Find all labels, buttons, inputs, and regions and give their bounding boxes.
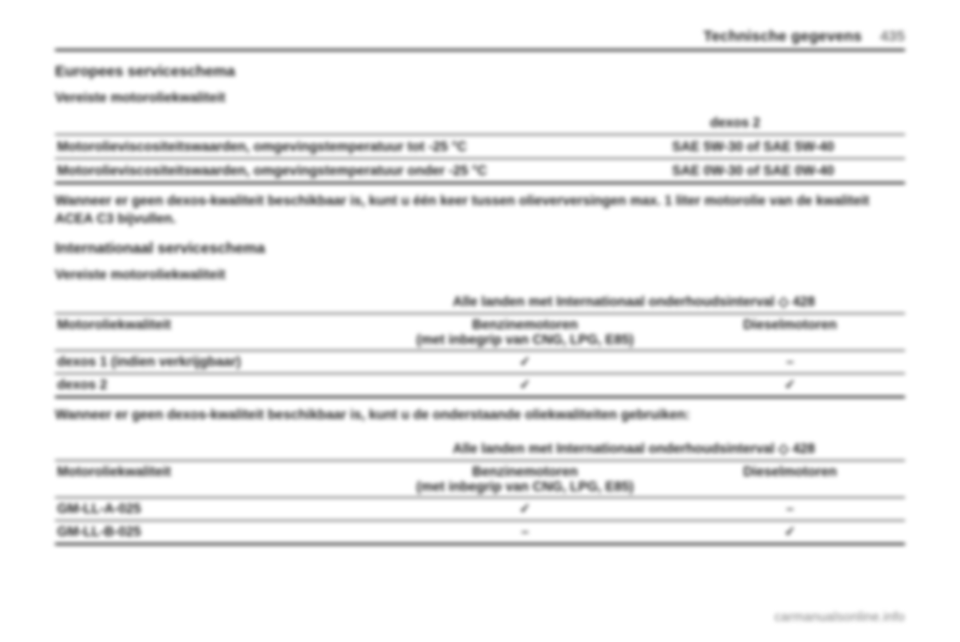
viscosity-label: Motorolieviscositeitswaarden, omgevingst… xyxy=(55,135,670,159)
section-heading-europees: Europees serviceschema xyxy=(55,63,905,80)
col-header-benzine-line1: Benzinemotoren xyxy=(377,464,673,479)
viscosity-table: dexos 2 Motorolieviscositeitswaarden, om… xyxy=(55,111,905,184)
ref-page: 428 xyxy=(792,294,815,309)
header-title: Technische gegevens xyxy=(703,28,862,45)
col-header-benzine-line2: (met inbegrip van CNG, LPG, E85) xyxy=(377,332,673,347)
viscosity-value: SAE 0W-30 of SAE 0W-40 xyxy=(670,159,905,184)
table-row: Motoroliekwaliteit Benzinemotoren (met i… xyxy=(55,314,905,351)
table-row: dexos 1 (indien verkrijgbaar) ✓ – xyxy=(55,351,905,374)
cell-quality: dexos 2 xyxy=(55,374,375,398)
page-ref: ◇ 428 xyxy=(778,441,815,456)
col-header-benzine-line1: Benzinemotoren xyxy=(377,317,673,332)
arrow-icon: ◇ xyxy=(778,441,788,457)
note-text-1: Wanneer er geen dexos-kwaliteit beschikb… xyxy=(55,192,905,228)
arrow-icon: ◇ xyxy=(778,294,788,310)
table-row: GM-LL-B-025 – ✓ xyxy=(55,520,905,544)
ref-page: 428 xyxy=(792,441,815,456)
viscosity-label: Motorolieviscositeitswaarden, omgevingst… xyxy=(55,159,670,184)
page: Technische gegevens 435 Europees service… xyxy=(0,0,960,642)
cell-benzine: ✓ xyxy=(375,374,675,398)
footer-watermark: carmanualsonline.info xyxy=(774,609,905,624)
table-row: GM-LL-A-025 ✓ – xyxy=(55,497,905,520)
header-page-number: 435 xyxy=(880,28,905,45)
col-header-quality: Motoroliekwaliteit xyxy=(55,460,375,497)
col-header-quality: Motoroliekwaliteit xyxy=(55,314,375,351)
table-row: Motorolieviscositeitswaarden, omgevingst… xyxy=(55,135,905,159)
cell-diesel: – xyxy=(675,351,905,374)
table-row: Alle landen met Internationaal onderhoud… xyxy=(55,435,905,461)
cell-diesel: ✓ xyxy=(675,520,905,544)
cell-benzine: ✓ xyxy=(375,351,675,374)
col-header-diesel: Dieselmotoren xyxy=(675,460,905,497)
cell-diesel: – xyxy=(675,497,905,520)
scope-text: Alle landen met Internationaal onderhoud… xyxy=(453,294,775,309)
table-row: dexos 2 xyxy=(55,111,905,135)
col-header-diesel: Dieselmotoren xyxy=(675,314,905,351)
sub-heading-oilquality-2: Vereiste motoroliekwaliteit xyxy=(55,267,905,282)
page-header: Technische gegevens 435 xyxy=(55,0,905,51)
empty-header xyxy=(55,111,670,135)
table-row: Alle landen met Internationaal onderhoud… xyxy=(55,288,905,314)
col-header-benzine-line2: (met inbegrip van CNG, LPG, E85) xyxy=(377,479,673,494)
sub-heading-oilquality-1: Vereiste motoroliekwaliteit xyxy=(55,90,905,105)
scope-row: Alle landen met Internationaal onderhoud… xyxy=(55,288,905,314)
cell-quality: GM-LL-A-025 xyxy=(55,497,375,520)
cell-quality: dexos 1 (indien verkrijgbaar) xyxy=(55,351,375,374)
cell-benzine: – xyxy=(375,520,675,544)
scope-text: Alle landen met Internationaal onderhoud… xyxy=(453,441,775,456)
cell-diesel: ✓ xyxy=(675,374,905,398)
section-heading-internationaal: Internationaal serviceschema xyxy=(55,240,905,257)
col-header-benzine: Benzinemotoren (met inbegrip van CNG, LP… xyxy=(375,314,675,351)
cell-quality: GM-LL-B-025 xyxy=(55,520,375,544)
col-header-benzine: Benzinemotoren (met inbegrip van CNG, LP… xyxy=(375,460,675,497)
page-ref: ◇ 428 xyxy=(778,294,815,309)
table-row: dexos 2 ✓ ✓ xyxy=(55,374,905,398)
oilquality-table-1: Alle landen met Internationaal onderhoud… xyxy=(55,288,905,398)
scope-row: Alle landen met Internationaal onderhoud… xyxy=(55,435,905,461)
cell-benzine: ✓ xyxy=(375,497,675,520)
table-row: Motorolieviscositeitswaarden, omgevingst… xyxy=(55,159,905,184)
note-text-2: Wanneer er geen dexos-kwaliteit beschikb… xyxy=(55,406,905,424)
oilquality-table-2: Alle landen met Internationaal onderhoud… xyxy=(55,435,905,545)
viscosity-value: SAE 5W-30 of SAE 5W-40 xyxy=(670,135,905,159)
dexos-header: dexos 2 xyxy=(670,111,905,135)
table-row: Motoroliekwaliteit Benzinemotoren (met i… xyxy=(55,460,905,497)
